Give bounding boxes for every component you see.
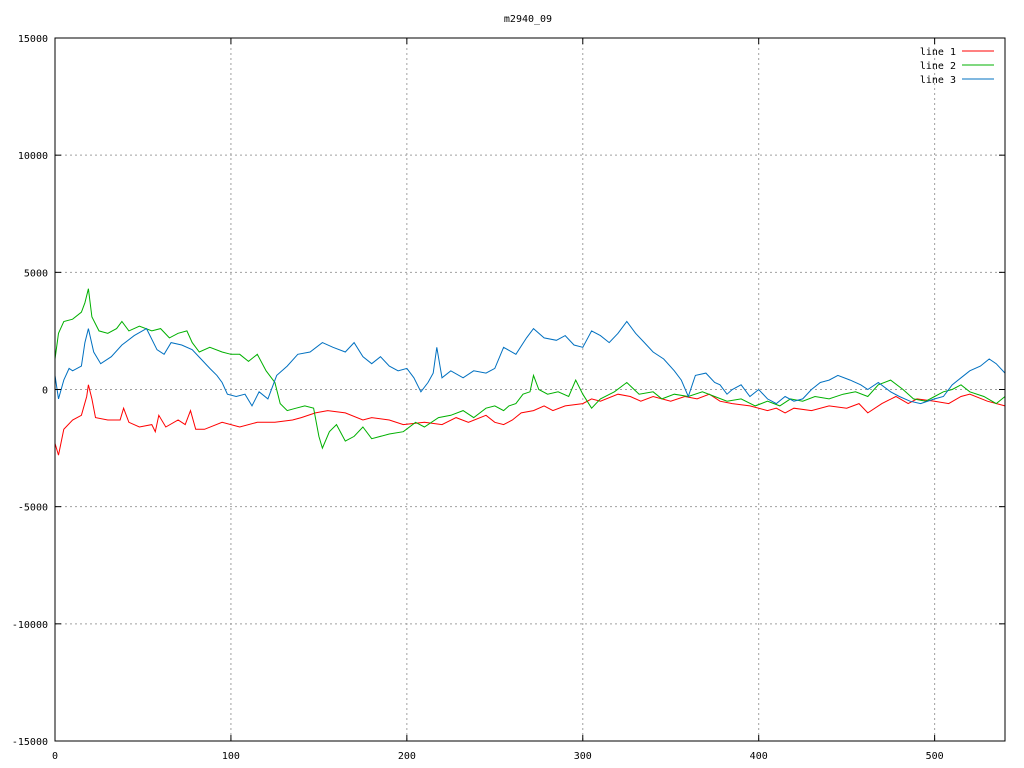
y-tick-label: -5000 [18,503,48,514]
series-layer [54,288,1006,456]
y-tick-label: 10000 [18,151,48,162]
x-tick-label: 0 [52,751,58,762]
tick-layer: -15000 -10000 -5000 0 5000 10000 15000 0 100 200 3… [12,34,1005,762]
x-tick-label: 400 [750,751,768,762]
x-tick-label: 200 [398,751,416,762]
chart-title: m2940_09 [504,14,552,25]
series-line-2 [54,288,1006,450]
legend-label: line 2 [920,61,956,72]
x-tick-label: 100 [222,751,240,762]
y-tick-label: 5000 [24,268,48,279]
y-tick-label: 15000 [18,34,48,45]
x-tick-label: 500 [926,751,944,762]
legend-label: line 3 [920,75,956,86]
series-line-1 [54,384,1006,456]
x-tick-label: 300 [574,751,592,762]
legend: line 1 line 2 line 3 [920,47,994,86]
legend-label: line 1 [920,47,956,58]
series-line-3 [54,320,1006,407]
y-tick-label: -15000 [12,737,48,748]
y-tick-label: -10000 [12,620,48,631]
y-tick-label: 0 [42,386,48,397]
